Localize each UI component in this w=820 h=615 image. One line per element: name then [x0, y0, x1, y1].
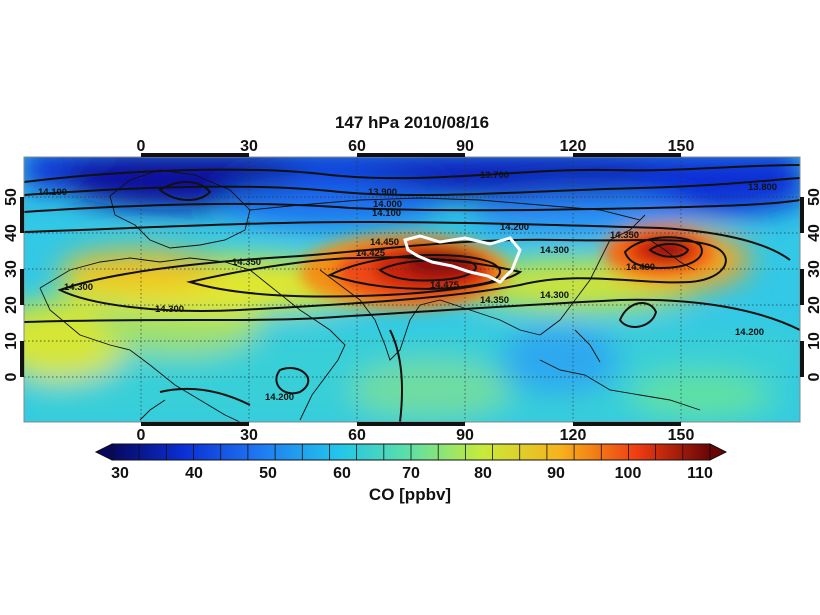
- plateau-outline: [403, 234, 522, 284]
- top-tick-label: 150: [668, 138, 695, 155]
- co-field: 13.700 13.800 13.900 14.000 14.100 14.10…: [24, 157, 800, 422]
- contour-label: 13.800: [748, 182, 777, 193]
- top-tick-label: 120: [560, 138, 587, 155]
- contour-label: 14.200: [735, 327, 764, 338]
- colorbar-tick-label: 40: [185, 465, 203, 482]
- right-tick-label: 20: [806, 296, 820, 314]
- bottom-tick-label: 150: [668, 427, 695, 444]
- contour-label: 14.300: [64, 282, 93, 293]
- contour-label: 13.900: [368, 187, 397, 198]
- bottom-tick-label: 0: [137, 427, 146, 444]
- top-axis: 0 30 60 90 120 150: [137, 138, 695, 155]
- axis-border-bars: [20, 153, 804, 426]
- colorbar-tick-label: 30: [111, 465, 129, 482]
- right-tick-label: 30: [806, 260, 820, 278]
- colorbar-tick-label: 50: [259, 465, 277, 482]
- left-tick-label: 30: [3, 260, 20, 278]
- contour-label: 13.700: [480, 170, 509, 181]
- contour-label: 14.425: [356, 248, 386, 259]
- map-title: 147 hPa 2010/08/16: [335, 113, 489, 132]
- colorbar-tick-label: 100: [615, 465, 642, 482]
- colorbar-title: CO [ppbv]: [369, 485, 451, 504]
- bottom-tick-label: 30: [240, 427, 258, 444]
- bottom-tick-label: 90: [456, 427, 474, 444]
- contour-label: 14.200: [500, 222, 529, 233]
- contour-label: 14.400: [626, 262, 655, 273]
- contour-label: 14.200: [265, 392, 294, 403]
- top-tick-label: 0: [137, 138, 146, 155]
- left-tick-label: 40: [3, 224, 20, 242]
- right-tick-label: 50: [806, 188, 820, 206]
- top-tick-label: 60: [348, 138, 366, 155]
- contour-label: 14.100: [38, 187, 67, 198]
- contour-label: 14.300: [540, 290, 569, 301]
- bottom-tick-label: 60: [348, 427, 366, 444]
- bottom-tick-label: 120: [560, 427, 587, 444]
- right-tick-label: 0: [806, 372, 820, 381]
- left-axis: 50 40 30 20 10 0: [3, 188, 20, 381]
- top-tick-label: 30: [240, 138, 258, 155]
- contour-label: 14.350: [610, 230, 639, 241]
- left-tick-label: 20: [3, 296, 20, 314]
- contour-label: 14.350: [480, 295, 509, 306]
- top-tick-label: 90: [456, 138, 474, 155]
- left-tick-label: 50: [3, 188, 20, 206]
- contour-label: 14.300: [155, 304, 184, 315]
- colorbar: 30 40 50 60 70 80 90 100 110 CO [ppbv]: [94, 443, 728, 504]
- right-tick-label: 10: [806, 332, 820, 350]
- height-contours: [24, 164, 800, 422]
- contour-label: 14.350: [232, 257, 261, 268]
- contour-label: 14.100: [372, 208, 401, 219]
- colorbar-tick-label: 80: [474, 465, 492, 482]
- colorbar-low-arrow: [94, 443, 113, 461]
- contour-label: 14.450: [370, 237, 399, 248]
- colorbar-tick-label: 60: [333, 465, 351, 482]
- contour-label: 14.300: [540, 245, 569, 256]
- contour-labels: 13.700 13.800 13.900 14.000 14.100 14.10…: [38, 170, 777, 403]
- colorbar-tick-label: 110: [687, 465, 713, 482]
- left-tick-label: 0: [3, 372, 20, 381]
- colorbar-high-arrow: [709, 443, 728, 461]
- colorbar-tick-label: 90: [547, 465, 565, 482]
- contour-label: 14.000: [373, 199, 402, 210]
- bottom-axis: 0 30 60 90 120 150: [137, 427, 695, 444]
- right-tick-label: 40: [806, 224, 820, 242]
- contour-label: 14.475: [430, 280, 460, 291]
- left-tick-label: 10: [3, 332, 20, 350]
- right-axis: 50 40 30 20 10 0: [806, 188, 820, 381]
- colorbar-tick-label: 70: [402, 465, 420, 482]
